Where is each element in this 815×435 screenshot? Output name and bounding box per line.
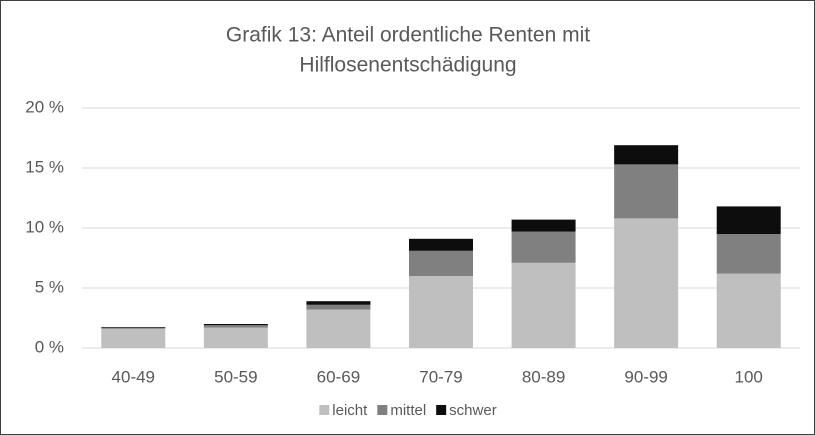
- y-tick-label: 15 %: [25, 157, 64, 176]
- bar-segment: [203, 324, 268, 326]
- x-tick-label: 70-79: [419, 367, 462, 386]
- bar-segment: [409, 276, 473, 348]
- legend-swatch: [436, 405, 447, 415]
- x-tick-label: 80-89: [522, 367, 565, 386]
- bar-segment: [614, 218, 679, 348]
- y-tick-label: 0 %: [35, 337, 64, 356]
- bar-segment: [101, 327, 166, 329]
- x-tick-label: 90-99: [624, 367, 667, 386]
- bar-segment: [203, 325, 268, 328]
- bar-segment: [511, 219, 576, 232]
- y-tick-label: 20 %: [25, 97, 64, 116]
- bar-segment: [716, 206, 781, 234]
- legend-swatch: [319, 405, 330, 415]
- bar-segment: [203, 327, 268, 348]
- bar-segment: [409, 238, 473, 251]
- legend-label: schwer: [449, 402, 497, 419]
- bar-segment: [306, 309, 371, 348]
- legend-label: mittel: [390, 402, 426, 419]
- bar-segment: [614, 145, 679, 165]
- bar-segment: [511, 262, 576, 348]
- y-tick-label: 10 %: [25, 217, 64, 236]
- bar-segment: [306, 304, 371, 310]
- legend-swatch: [377, 405, 388, 415]
- x-tick-label: 50-59: [214, 367, 257, 386]
- x-tick-label: 60-69: [317, 367, 360, 386]
- bar-segment: [511, 231, 576, 263]
- chart-title: Hilflosenentschädigung: [299, 54, 516, 77]
- chart-title: Grafik 13: Anteil ordentliche Renten mit: [226, 24, 590, 47]
- bar-segment: [101, 327, 166, 328]
- x-tick-label: 100: [735, 367, 763, 386]
- x-tick-label: 40-49: [112, 367, 155, 386]
- bar-segment: [716, 234, 781, 274]
- y-tick-label: 5 %: [35, 277, 64, 296]
- legend-label: leicht: [332, 402, 368, 419]
- bar-segment: [614, 164, 679, 219]
- bar-segment: [101, 328, 166, 348]
- bar-segment: [306, 301, 371, 305]
- bar-segment: [409, 250, 473, 276]
- bar-segment: [716, 273, 781, 348]
